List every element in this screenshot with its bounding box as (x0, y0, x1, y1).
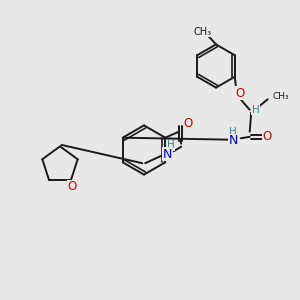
Text: N: N (229, 134, 238, 147)
Text: H: H (252, 105, 260, 115)
Text: N: N (163, 148, 172, 161)
Text: H: H (229, 127, 237, 137)
Text: CH₃: CH₃ (272, 92, 289, 101)
Text: O: O (183, 117, 192, 130)
Text: O: O (262, 130, 272, 143)
Text: O: O (236, 87, 245, 100)
Text: CH₃: CH₃ (194, 27, 211, 37)
Text: O: O (68, 180, 77, 193)
Text: H: H (167, 140, 175, 150)
